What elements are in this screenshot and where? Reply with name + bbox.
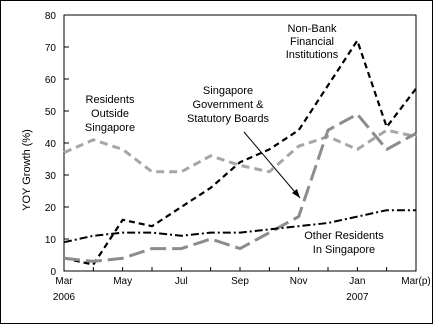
annotation-pointer-line <box>243 131 301 199</box>
y-tick-label: 10 <box>45 235 57 246</box>
x-tick-label: May <box>113 276 132 287</box>
x-tick-label: Mar(p) <box>401 276 430 287</box>
x-tick-year-label: 2006 <box>53 292 76 303</box>
series-annotation-3: Singapore Government & Statutory Boards <box>187 85 269 125</box>
series-annotation-4: Other Residents In Singapore <box>304 230 384 256</box>
y-axis-title: YOY Growth (%) <box>21 129 33 211</box>
y-tick-label: 70 <box>45 43 57 54</box>
x-tick-label: Nov <box>290 276 308 287</box>
series-line-1 <box>63 39 417 266</box>
y-tick-label: 80 <box>45 11 57 22</box>
x-tick-year-label: 2007 <box>346 292 369 303</box>
series-line-2 <box>63 128 417 174</box>
y-tick-label: 40 <box>45 139 57 150</box>
x-tick-label: Jan <box>349 276 365 287</box>
y-tick-label: 30 <box>45 171 57 182</box>
x-tick-label: Mar <box>55 276 73 287</box>
y-tick-label: 20 <box>45 203 57 214</box>
x-tick-label: Sep <box>231 276 249 287</box>
x-tick-label: Jul <box>175 276 188 287</box>
y-tick-label: 60 <box>45 75 57 86</box>
series-line-3 <box>63 112 417 263</box>
series-annotation-2: Residents Outside Singapore <box>85 94 135 134</box>
y-tick-label: 50 <box>45 107 57 118</box>
series-annotation-1: Non-Bank Financial Institutions <box>286 23 339 61</box>
annotation-pointer-arrowhead <box>292 189 300 198</box>
y-tick-label: 0 <box>50 267 56 278</box>
series-line-4 <box>63 209 416 244</box>
